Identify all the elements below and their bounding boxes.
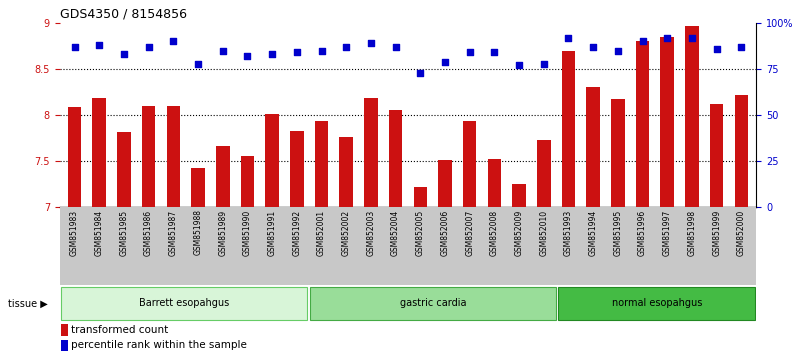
Bar xyxy=(735,95,748,207)
Point xyxy=(636,39,649,44)
Text: GSM852007: GSM852007 xyxy=(465,210,474,256)
Point xyxy=(735,44,747,50)
Point xyxy=(513,63,525,68)
Text: GSM851993: GSM851993 xyxy=(564,210,573,256)
Text: GSM851983: GSM851983 xyxy=(70,210,79,256)
Bar xyxy=(685,26,699,207)
Text: GSM851986: GSM851986 xyxy=(144,210,153,256)
Bar xyxy=(463,121,477,207)
Text: GSM852002: GSM852002 xyxy=(341,210,351,256)
Bar xyxy=(166,106,180,207)
Text: Barrett esopahgus: Barrett esopahgus xyxy=(139,298,229,308)
Point xyxy=(463,50,476,55)
Text: GSM851994: GSM851994 xyxy=(589,210,598,256)
Bar xyxy=(513,184,526,207)
Point xyxy=(439,59,451,64)
Bar xyxy=(339,137,353,207)
Bar xyxy=(265,114,279,207)
Text: GDS4350 / 8154856: GDS4350 / 8154856 xyxy=(60,7,187,21)
Point xyxy=(291,50,303,55)
Bar xyxy=(413,187,427,207)
Text: GSM852006: GSM852006 xyxy=(440,210,450,256)
Bar xyxy=(439,160,452,207)
Text: GSM852008: GSM852008 xyxy=(490,210,499,256)
Bar xyxy=(661,37,674,207)
Point xyxy=(661,35,673,41)
Point xyxy=(365,40,377,46)
Text: GSM851987: GSM851987 xyxy=(169,210,178,256)
Text: GSM851991: GSM851991 xyxy=(267,210,276,256)
Text: normal esopahgus: normal esopahgus xyxy=(611,298,702,308)
Point xyxy=(587,44,599,50)
Point xyxy=(217,48,229,53)
Bar xyxy=(240,155,254,207)
Bar xyxy=(364,98,377,207)
Bar xyxy=(636,41,650,207)
Text: gastric cardia: gastric cardia xyxy=(400,298,466,308)
Bar xyxy=(60,340,68,351)
Text: GSM852009: GSM852009 xyxy=(514,210,524,256)
Bar xyxy=(587,87,600,207)
Point xyxy=(488,50,501,55)
Text: GSM851992: GSM851992 xyxy=(292,210,302,256)
Point xyxy=(315,48,328,53)
Bar xyxy=(710,104,724,207)
Bar xyxy=(488,159,501,207)
Text: tissue ▶: tissue ▶ xyxy=(8,298,48,309)
Point xyxy=(68,44,81,50)
Point xyxy=(340,44,353,50)
Point xyxy=(611,48,624,53)
Bar xyxy=(290,131,303,207)
FancyBboxPatch shape xyxy=(310,287,556,320)
Bar xyxy=(314,121,328,207)
Point xyxy=(167,39,180,44)
Text: GSM852001: GSM852001 xyxy=(317,210,326,256)
Point xyxy=(266,51,279,57)
Text: GSM852003: GSM852003 xyxy=(366,210,376,256)
Text: GSM852004: GSM852004 xyxy=(391,210,400,256)
Text: GSM851999: GSM851999 xyxy=(712,210,721,256)
Text: GSM851989: GSM851989 xyxy=(218,210,227,256)
Point xyxy=(118,51,131,57)
Bar xyxy=(68,107,81,207)
Point xyxy=(710,46,723,52)
Text: GSM851990: GSM851990 xyxy=(243,210,252,256)
Text: GSM851997: GSM851997 xyxy=(663,210,672,256)
Bar xyxy=(388,109,403,207)
Text: GSM851988: GSM851988 xyxy=(193,210,202,256)
Point xyxy=(562,35,575,41)
Point xyxy=(537,61,550,66)
FancyBboxPatch shape xyxy=(559,287,755,320)
Bar xyxy=(117,132,131,207)
Text: GSM851998: GSM851998 xyxy=(688,210,696,256)
Bar xyxy=(537,140,551,207)
Bar xyxy=(562,51,576,207)
Point xyxy=(389,44,402,50)
Point xyxy=(414,70,427,75)
Text: GSM852005: GSM852005 xyxy=(416,210,425,256)
Point xyxy=(192,61,205,66)
Bar xyxy=(142,106,155,207)
Point xyxy=(142,44,155,50)
Bar xyxy=(92,98,106,207)
Text: GSM851984: GSM851984 xyxy=(95,210,103,256)
Bar xyxy=(60,324,68,336)
Text: GSM851985: GSM851985 xyxy=(119,210,128,256)
Text: transformed count: transformed count xyxy=(72,325,169,335)
Text: GSM852000: GSM852000 xyxy=(737,210,746,256)
Text: GSM852010: GSM852010 xyxy=(540,210,548,256)
Bar xyxy=(191,167,205,207)
Point xyxy=(93,42,106,48)
FancyBboxPatch shape xyxy=(61,287,307,320)
Text: GSM851995: GSM851995 xyxy=(614,210,622,256)
Text: GSM851996: GSM851996 xyxy=(638,210,647,256)
Point xyxy=(685,35,698,41)
Bar xyxy=(216,146,229,207)
Text: percentile rank within the sample: percentile rank within the sample xyxy=(72,341,248,350)
Point xyxy=(241,53,254,59)
Bar xyxy=(611,99,625,207)
